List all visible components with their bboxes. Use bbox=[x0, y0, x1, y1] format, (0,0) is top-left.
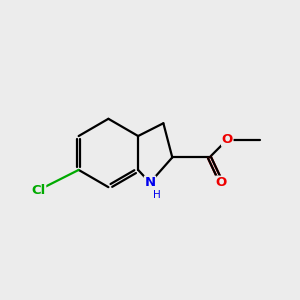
Text: O: O bbox=[216, 176, 227, 189]
Text: H: H bbox=[153, 190, 160, 200]
Text: Cl: Cl bbox=[32, 184, 46, 196]
Text: N: N bbox=[144, 176, 156, 189]
Text: O: O bbox=[222, 133, 233, 146]
